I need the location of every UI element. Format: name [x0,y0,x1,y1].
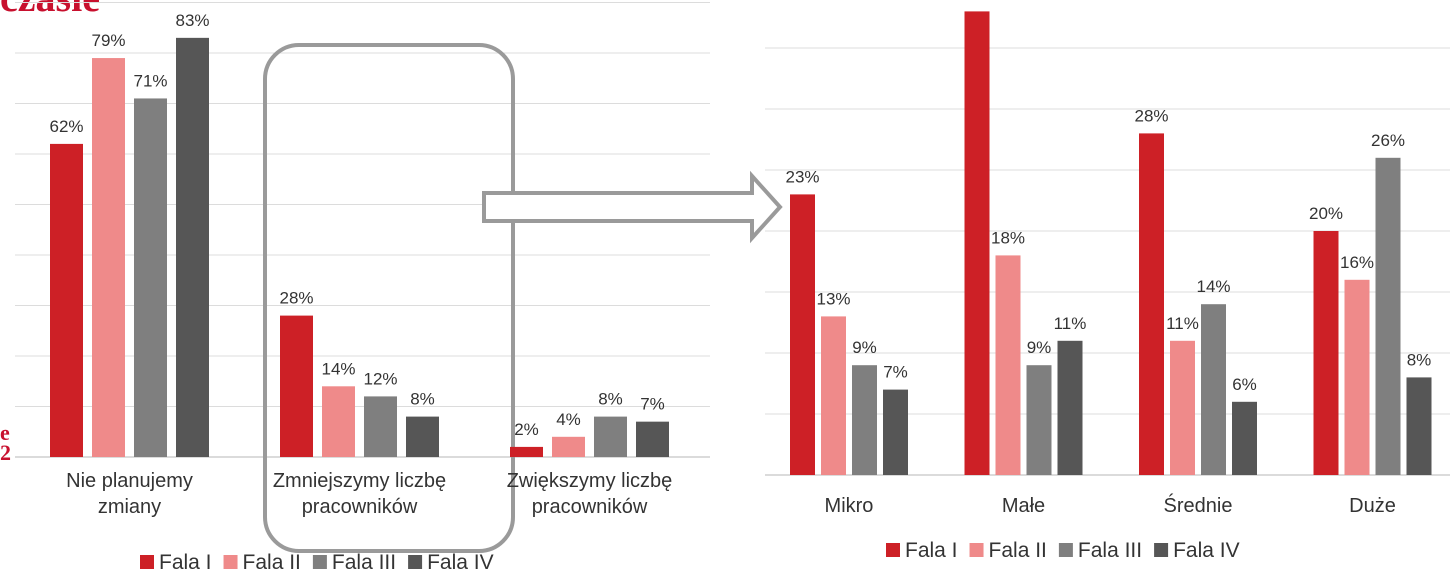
data-label: 9% [1027,338,1052,357]
side-text-fragment-2: 2 [0,444,11,462]
legend-swatch [1154,543,1169,557]
data-label: 71% [133,71,167,90]
arrow-connector [482,170,783,244]
highlight-frame [263,43,515,553]
legend-swatch [1058,543,1073,557]
data-label: 7% [883,363,908,382]
data-label: 23% [785,167,819,186]
bar-fala-iv-zmniejszymy-liczbe-pracownikow [406,416,439,457]
legend-label: Fala IV [1173,539,1240,562]
bar-fala-iv-zwiekszymy-liczbe-pracownikow [636,421,669,457]
bar-fala-iv-mikro [883,389,908,475]
data-label: 11% [1166,314,1199,333]
bar-fala-iii-zwiekszymy-liczbe-pracownikow [594,416,627,457]
legend-label: Fala III [1078,539,1142,562]
category-label: Zmniejszymy liczbę pracowników [273,470,446,518]
bar-fala-ii-srednie [1170,340,1195,475]
data-label: 12% [363,369,397,388]
data-label: 13% [816,289,850,308]
data-label: 28% [279,289,313,308]
bar-fala-i-zwiekszymy-liczbe-pracownikow [510,446,543,457]
data-label: 4% [556,410,581,429]
bar-fala-i-mikro [790,194,815,475]
legend-swatch [886,543,900,557]
category-label: Mikro [825,495,874,517]
bar-fala-iii-srednie [1201,304,1226,475]
category-label: Zwiększymy liczbę pracowników [507,470,673,518]
bar-fala-ii-mikro [821,316,846,475]
data-label: 7% [640,395,665,414]
data-label: 14% [321,359,355,378]
bar-fala-i-zmniejszymy-liczbe-pracownikow [280,315,313,457]
bar-fala-ii-male [995,255,1021,475]
chart-left: 62% 79% 71% 83% Nie planujemy zmiany 28% 14% 12%… [15,2,710,574]
bar-fala-ii-zmniejszymy-liczbe-pracownikow [322,386,355,457]
legend-label: Fala I [159,551,212,574]
data-label: 26% [1371,131,1405,150]
data-label: 20% [1309,204,1343,223]
data-label: 18% [991,228,1025,247]
data-label: 79% [91,31,125,50]
bar-fala-iii-mikro [852,365,877,475]
bar-fala-ii-nie-planujemy-zmiany [92,58,125,458]
bar-fala-iv-nie-planujemy-zmiany [176,37,209,457]
title-fragment: czasie [0,0,100,18]
data-label: 16% [1340,253,1374,272]
bar-fala-ii-duze [1344,279,1370,475]
bar-fala-ii-zwiekszymy-liczbe-pracownikow [552,436,585,457]
legend-swatch [223,555,238,569]
legend-swatch [408,555,423,569]
legend-label: Fala II [989,539,1047,562]
chart-right: 23%13%9%7%Mikro18%9%11%Małe28%11%14%6%Śr… [765,11,1450,562]
category-label: Nie planujemy zmiany [66,470,193,518]
bar-fala-iv-male [1057,340,1083,475]
data-label: 11% [1054,314,1087,333]
data-label: 14% [1196,277,1230,296]
bar-fala-iv-srednie [1232,401,1257,475]
bar-fala-iii-duze [1375,157,1401,476]
bar-fala-i-male [964,11,990,476]
category-label: Małe [1002,495,1045,517]
category-label: Średnie [1164,493,1233,517]
legend-label: Fala II [243,551,301,574]
legend-label: Fala III [332,551,396,574]
data-label: 28% [1134,106,1168,125]
side-text-fragment: e [0,424,10,442]
legend-swatch [140,555,154,569]
data-label: 6% [1232,375,1257,394]
data-label: 83% [175,11,209,30]
bar-fala-i-nie-planujemy-zmiany [50,143,83,457]
data-label: 8% [598,390,623,409]
legend-swatch [312,555,327,569]
data-label: 62% [49,117,83,136]
data-label: 8% [1407,350,1432,369]
bar-fala-iv-duze [1406,377,1432,475]
data-label: 2% [514,420,539,439]
bar-fala-iii-nie-planujemy-zmiany [134,98,167,457]
legend-swatch [969,543,984,557]
category-label: Duże [1349,495,1396,517]
legend-label: Fala IV [427,551,494,574]
bar-fala-i-srednie [1139,133,1164,475]
bar-fala-iii-zmniejszymy-liczbe-pracownikow [364,396,397,457]
bar-fala-i-duze [1313,231,1339,475]
legend-label: Fala I [905,539,958,562]
bar-fala-iii-male [1026,365,1052,475]
data-label: 9% [852,338,877,357]
data-label: 8% [410,390,435,409]
